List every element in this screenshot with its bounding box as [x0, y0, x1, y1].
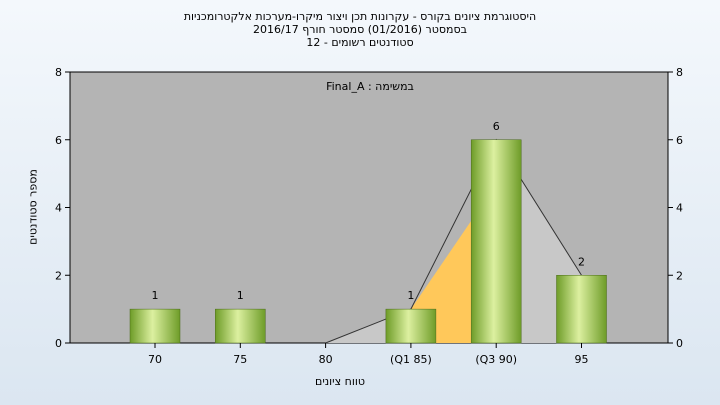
- y-tick-label-right: 0: [676, 337, 683, 350]
- bar-value-label: 6: [493, 120, 500, 133]
- x-tick-label: 75: [233, 353, 247, 366]
- x-axis-label: טווח ציונים: [315, 375, 365, 388]
- distribution-line: [325, 138, 582, 344]
- chart-subtitle-students: סטודנטים רשומים - 12: [306, 36, 414, 49]
- chart-title-block: היסטוגרמת ציונים בקורס - עקרונות תכן ויצ…: [0, 10, 720, 49]
- bar-value-label: 1: [152, 289, 159, 302]
- y-tick-label-right: 2: [676, 269, 683, 282]
- bar: [215, 308, 266, 344]
- y-tick-label-left: 2: [55, 269, 62, 282]
- y-tick-label-right: 4: [676, 202, 683, 215]
- y-tick-label-left: 4: [55, 202, 62, 215]
- x-tick-label: 95: [575, 353, 589, 366]
- bar-value-label: 1: [237, 289, 244, 302]
- bar: [556, 275, 607, 344]
- bar-value-label: 2: [578, 255, 585, 268]
- bar: [385, 308, 437, 344]
- x-tick-label: (Q1 85): [390, 353, 432, 366]
- y-tick-label-right: 6: [676, 134, 683, 147]
- y-tick-label-left: 8: [55, 66, 62, 79]
- y-axis-label: מספר סטודנטים: [26, 169, 40, 245]
- bar: [129, 308, 181, 344]
- y-tick-label-right: 8: [676, 66, 683, 79]
- x-tick-label: 80: [319, 353, 333, 366]
- bar-value-label: 1: [407, 289, 414, 302]
- chart-subtitle-semester: בסמסטר (01/2016) סמסטר חורף 2016/17: [253, 23, 467, 36]
- bar: [470, 139, 522, 344]
- x-tick-label: 70: [148, 353, 162, 366]
- chart-title: היסטוגרמת ציונים בקורס - עקרונות תכן ויצ…: [183, 10, 537, 23]
- x-tick-label: (Q3 90): [475, 353, 517, 366]
- y-tick-label-left: 0: [55, 337, 62, 350]
- y-tick-label-left: 6: [55, 134, 62, 147]
- legend: Final_A : במשימה: [326, 80, 414, 93]
